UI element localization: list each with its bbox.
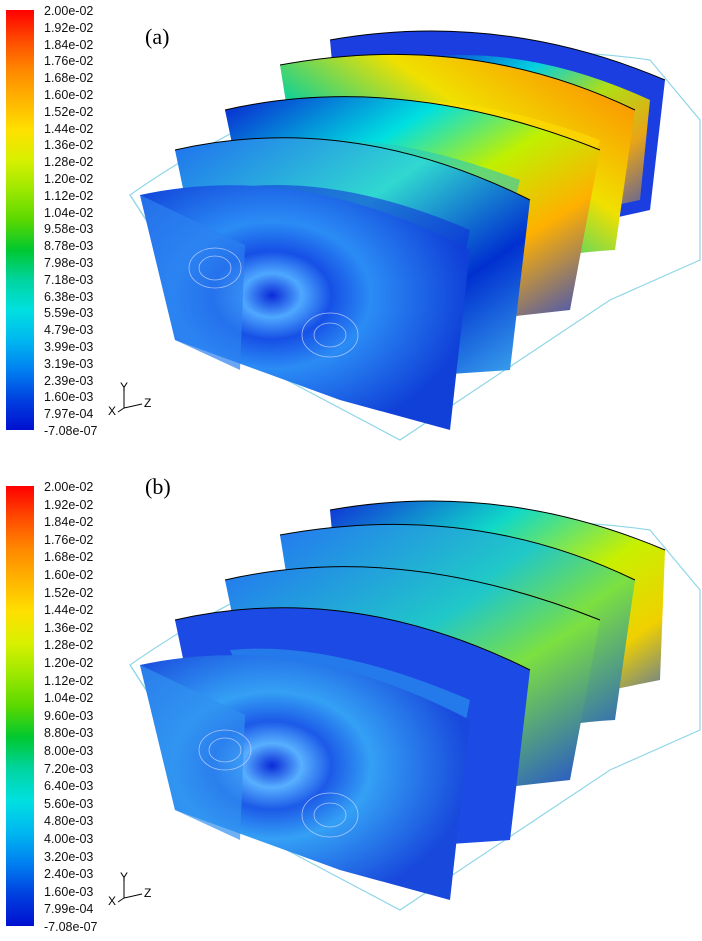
colorbar-tick-label: 5.59e-03 bbox=[44, 306, 94, 321]
colorbar-tick-label: 1.68e-02 bbox=[44, 71, 94, 86]
colorbar-tick-label: 2.00e-02 bbox=[44, 4, 94, 18]
colorbar-tick-label: 1.92e-02 bbox=[44, 497, 94, 512]
colorbar-tick-label: 1.04e-02 bbox=[44, 691, 94, 706]
axis-arrows-a bbox=[117, 390, 143, 413]
colorbar-tick-label: 5.60e-03 bbox=[44, 796, 94, 811]
colorbar-tick-label: 1.36e-02 bbox=[44, 138, 94, 153]
colorbar-tick-label: 2.40e-03 bbox=[44, 867, 94, 882]
colorbar-tick-label: 6.38e-03 bbox=[44, 289, 94, 304]
colorbar-tick-label: 1.36e-02 bbox=[44, 620, 94, 635]
axis-x-label-b: X bbox=[108, 894, 117, 908]
colorbar-tick-label: 1.04e-02 bbox=[44, 205, 94, 220]
colorbar-tick-label: 4.79e-03 bbox=[44, 323, 94, 338]
colorbar-tick-label: 7.97e-04 bbox=[44, 407, 94, 422]
colorbar-tick-label: 3.20e-03 bbox=[44, 849, 94, 864]
colorbar-tick-label: 9.58e-03 bbox=[44, 222, 94, 237]
colorbar-gradient-a bbox=[6, 10, 34, 430]
colorbar-tick-label: 1.12e-02 bbox=[44, 673, 94, 688]
colorbar-tick-label: 1.76e-02 bbox=[44, 54, 94, 69]
colorbar-tick-label: 1.60e-02 bbox=[44, 568, 94, 582]
colorbar-tick-label: 8.00e-03 bbox=[44, 744, 94, 758]
colorbar-tick-label: 4.80e-03 bbox=[44, 814, 94, 829]
colorbar-tick-label: 1.60e-03 bbox=[44, 884, 94, 899]
colorbar-tick-label: 1.60e-03 bbox=[44, 390, 94, 405]
colorbar-tick-label: -7.08e-07 bbox=[44, 920, 98, 934]
colorbar-tick-label: 1.28e-02 bbox=[44, 638, 94, 653]
slice-visualization-a bbox=[129, 30, 701, 441]
colorbar-tick-label: -7.08e-07 bbox=[44, 424, 98, 438]
colorbar-tick-label: 1.12e-02 bbox=[44, 188, 94, 203]
axis-y-label-a: Y bbox=[120, 380, 129, 394]
panel-label-a: (a) bbox=[145, 24, 170, 49]
colorbar-tick-label: 1.52e-02 bbox=[44, 104, 94, 119]
colorbar-tick-label: 1.20e-02 bbox=[44, 656, 94, 670]
colorbar-tick-label: 6.40e-03 bbox=[44, 779, 94, 794]
colorbar-tick-label: 3.19e-03 bbox=[44, 356, 94, 371]
panel-a: 2.00e-02 1.92e-02 1.84e-02 1.76e-02 1.68e-02… bbox=[0, 0, 702, 470]
colorbar-tick-label: 1.20e-02 bbox=[44, 172, 94, 186]
panel-b: 2.00e-02 1.92e-02 1.84e-02 1.76e-02 1.68e-02… bbox=[0, 470, 702, 941]
axis-x-label-a: X bbox=[108, 404, 117, 418]
colorbar-tick-label: 1.76e-02 bbox=[44, 532, 94, 547]
colorbar-tick-label: 7.98e-03 bbox=[44, 256, 94, 270]
colorbar-tick-label: 9.60e-03 bbox=[44, 708, 94, 723]
panel-label-b: (b) bbox=[145, 474, 171, 499]
axis-triad-b: Y X Z bbox=[108, 870, 158, 910]
colorbar-tick-label: 4.00e-03 bbox=[44, 832, 94, 846]
colorbar-tick-label: 1.84e-02 bbox=[44, 37, 94, 52]
colorbar-tick-label: 1.44e-02 bbox=[44, 121, 94, 136]
colorbar-tick-label: 2.39e-03 bbox=[44, 373, 94, 388]
colorbar-tick-label: 3.99e-03 bbox=[44, 340, 94, 354]
axis-z-label-b: Z bbox=[144, 886, 152, 900]
colorbar-tick-label: 7.18e-03 bbox=[44, 272, 94, 287]
colorbar-tick-label: 1.84e-02 bbox=[44, 515, 94, 530]
axis-arrows-b bbox=[117, 880, 143, 903]
colorbar-tick-label: 8.80e-03 bbox=[44, 726, 94, 741]
colorbar-tick-label: 1.92e-02 bbox=[44, 20, 94, 35]
colorbar-tick-label: 7.99e-04 bbox=[44, 902, 94, 917]
slice-visualization-b bbox=[129, 500, 701, 911]
colorbar-tick-label: 1.52e-02 bbox=[44, 585, 94, 600]
colorbar-tick-label: 7.20e-03 bbox=[44, 761, 94, 776]
colorbar-tick-label: 1.28e-02 bbox=[44, 155, 94, 170]
colorbar-tick-label: 1.60e-02 bbox=[44, 88, 94, 102]
colorbar-tick-label: 1.44e-02 bbox=[44, 603, 94, 618]
colorbar-tick-label: 1.68e-02 bbox=[44, 550, 94, 565]
axis-z-label-a: Z bbox=[144, 396, 152, 410]
axis-y-label-b: Y bbox=[120, 870, 129, 884]
colorbar-gradient-b bbox=[6, 486, 34, 926]
colorbar-tick-label: 2.00e-02 bbox=[44, 480, 94, 494]
axis-triad-a: Y X Z bbox=[108, 380, 158, 420]
colorbar-tick-label: 8.78e-03 bbox=[44, 239, 94, 254]
